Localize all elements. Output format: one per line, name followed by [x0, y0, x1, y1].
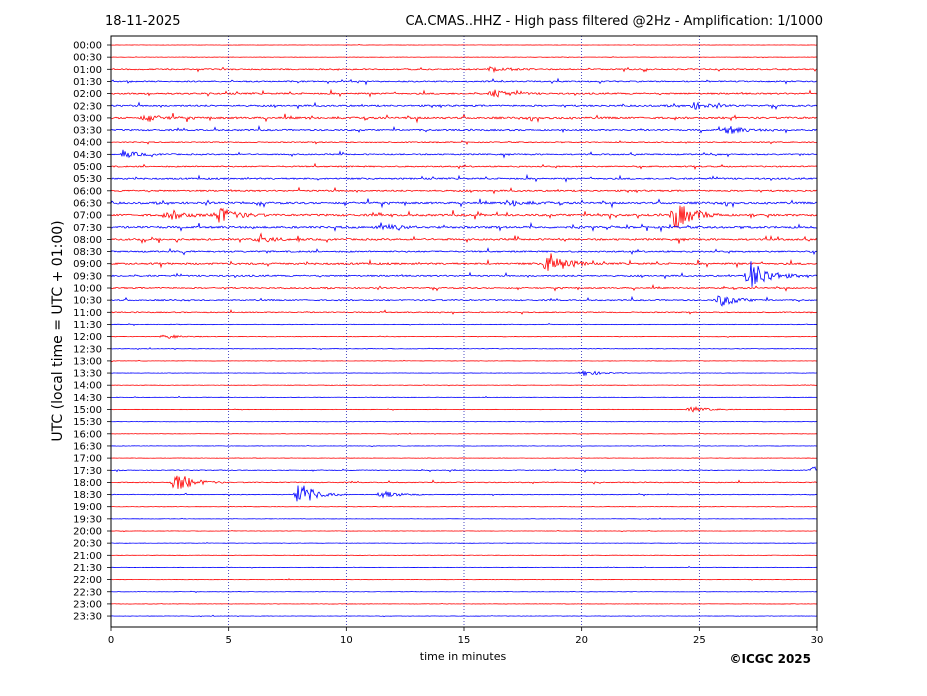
y-tick-label: 04:30	[73, 150, 102, 161]
y-tick-label: 20:00	[73, 527, 102, 538]
trace-row-0900	[110, 253, 818, 271]
trace-row-0230	[110, 101, 818, 111]
y-tick-label: 01:00	[73, 65, 102, 76]
trace-row-1300	[110, 359, 818, 363]
y-tick-label: 07:00	[73, 211, 102, 222]
y-tick-label: 18:00	[73, 478, 102, 489]
y-tick-label: 08:00	[73, 235, 102, 246]
y-tick-label: 21:30	[73, 563, 102, 574]
x-tick-label: 0	[108, 635, 114, 646]
y-tick-label: 05:00	[73, 162, 102, 173]
y-tick-label: 11:30	[73, 320, 102, 331]
y-tick-label: 23:00	[73, 599, 102, 610]
trace-row-0830	[110, 247, 818, 256]
y-tick-label: 12:30	[73, 344, 102, 355]
chart-title: CA.CMAS..HHZ - High pass filtered @2Hz -…	[405, 14, 823, 29]
y-tick-label: 16:00	[73, 429, 102, 440]
trace-row-0700	[110, 205, 818, 228]
trace-row-1330	[110, 369, 818, 377]
trace-row-2000	[110, 529, 818, 533]
y-tick-label: 13:30	[73, 369, 102, 380]
y-tick-label: 02:00	[73, 89, 102, 100]
y-tick-label: 22:30	[73, 587, 102, 598]
trace-row-0000	[110, 44, 818, 46]
y-tick-label: 22:00	[73, 575, 102, 586]
trace-row-1730	[110, 466, 818, 473]
y-tick-label: 09:30	[73, 271, 102, 282]
y-tick-label: 10:00	[73, 284, 102, 295]
vertical-gridlines	[228, 36, 700, 627]
y-tick-label: 15:00	[73, 405, 102, 416]
y-tick-label: 03:00	[73, 113, 102, 124]
x-tick-label: 30	[811, 635, 824, 646]
y-tick-label: 01:30	[73, 77, 102, 88]
y-tick-label: 06:00	[73, 186, 102, 197]
x-tick-label: 10	[340, 635, 353, 646]
y-tick-label: 05:30	[73, 174, 102, 185]
y-tick-label: 17:00	[73, 454, 102, 465]
y-tick-label: 14:30	[73, 393, 102, 404]
x-tick-labels: 0 5 10 15 20 25 30	[108, 627, 824, 646]
y-tick-label: 00:00	[73, 41, 102, 52]
trace-row-0400	[110, 140, 818, 146]
x-tick-label: 15	[458, 635, 471, 646]
x-tick-label: 20	[575, 635, 588, 646]
y-tick-label: 02:30	[73, 101, 102, 112]
trace-row-1900	[110, 505, 818, 508]
y-tick-label: 21:00	[73, 551, 102, 562]
y-tick-label: 09:00	[73, 259, 102, 270]
y-tick-label: 12:00	[73, 332, 102, 343]
y-tick-label: 18:30	[73, 490, 102, 501]
y-tick-label: 19:00	[73, 502, 102, 513]
y-tick-label: 11:00	[73, 308, 102, 319]
y-tick-label: 17:30	[73, 466, 102, 477]
trace-row-1930	[110, 517, 818, 520]
y-tick-label: 03:30	[73, 126, 102, 137]
trace-row-0430	[110, 149, 818, 159]
y-tick-label: 07:30	[73, 223, 102, 234]
y-tick-label: 15:30	[73, 417, 102, 428]
y-tick-label: 06:30	[73, 198, 102, 209]
trace-row-1530	[110, 420, 818, 423]
y-tick-label: 20:30	[73, 539, 102, 550]
y-tick-label: 16:30	[73, 441, 102, 452]
trace-row-1600	[110, 432, 818, 435]
y-tick-label: 13:00	[73, 356, 102, 367]
trace-row-0800	[110, 232, 818, 245]
trace-row-0930	[110, 261, 818, 287]
trace-row-1500	[110, 406, 818, 413]
trace-row-1830	[110, 485, 818, 502]
y-tick-label: 19:30	[73, 514, 102, 525]
y-tick-label: 00:30	[73, 53, 102, 64]
trace-row-0300	[110, 113, 818, 124]
plot-frame	[110, 35, 818, 628]
x-tick-label: 25	[693, 635, 706, 646]
copyright-label: ©ICGC 2025	[729, 652, 811, 666]
trace-row-0530	[110, 173, 818, 183]
trace-row-1000	[110, 283, 818, 292]
y-tick-label: 10:30	[73, 296, 102, 307]
trace-row-1800	[110, 475, 818, 489]
trace-row-1430	[110, 395, 818, 398]
trace-row-0500	[110, 162, 818, 170]
x-axis-label: time in minutes	[420, 650, 507, 663]
x-tick-label: 5	[225, 635, 231, 646]
y-tick-label: 08:30	[73, 247, 102, 258]
trace-row-0600	[110, 186, 818, 195]
trace-row-1400	[110, 384, 818, 387]
trace-row-0630	[110, 198, 818, 209]
y-tick-label: 04:00	[73, 138, 102, 149]
y-axis-label: UTC (local time = UTC + 01:00)	[50, 220, 66, 441]
chart-date: 18-11-2025	[105, 14, 181, 29]
y-tick-label: 14:00	[73, 381, 102, 392]
trace-row-0730	[110, 221, 818, 233]
trace-row-1630	[110, 444, 817, 448]
y-tick-label: 23:30	[73, 612, 102, 623]
